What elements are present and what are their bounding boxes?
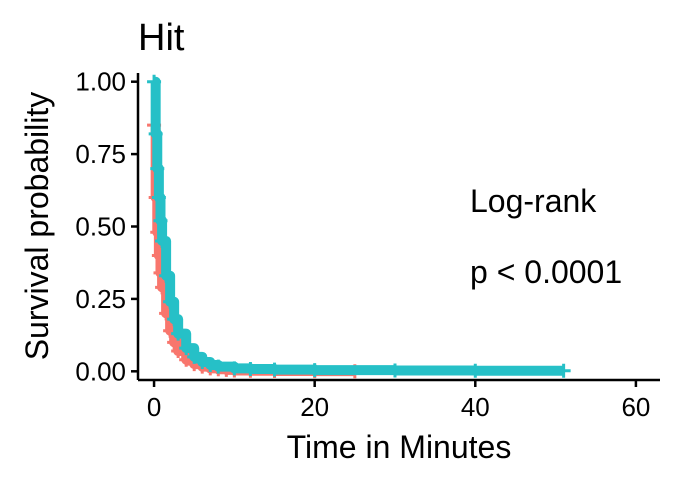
censor-mark (211, 359, 226, 374)
censor-mark (167, 335, 182, 350)
y-tick-label: 0.25 (75, 284, 126, 314)
x-axis-ticks: 0 20 40 60 (147, 380, 650, 422)
chart-title: Hit (138, 17, 185, 59)
x-tick-label: 40 (461, 392, 490, 422)
censor-mark (171, 326, 186, 341)
y-tick-label: 1.00 (75, 67, 126, 97)
censor-mark (195, 355, 210, 370)
x-tick-label: 60 (621, 392, 650, 422)
censor-mark (155, 233, 170, 248)
x-axis-title: Time in Minutes (287, 429, 512, 465)
pvalue-label: p < 0.0001 (470, 254, 622, 290)
censor-mark (243, 361, 258, 376)
plot-area (147, 74, 571, 379)
censor-mark (187, 349, 202, 364)
censor-mark (153, 213, 168, 228)
censor-mark (167, 312, 182, 327)
y-tick-label: 0.50 (75, 212, 126, 242)
x-tick-label: 20 (300, 392, 329, 422)
censor-mark (203, 357, 218, 372)
censor-mark (147, 74, 162, 89)
censor-mark (179, 341, 194, 356)
censor-mark (159, 268, 174, 283)
series-2 (147, 74, 571, 378)
logrank-label: Log-rank (470, 183, 597, 219)
y-tick-label: 0.75 (75, 139, 126, 169)
x-tick-label: 0 (147, 392, 161, 422)
censor-mark (150, 161, 165, 176)
survival-curve (150, 76, 564, 376)
censor-mark (468, 363, 483, 378)
censor-mark (556, 363, 571, 378)
censor-mark (267, 362, 282, 377)
censor-mark (163, 294, 178, 309)
y-axis-ticks: 0.00 0.25 0.50 0.75 1.00 (75, 67, 138, 386)
y-tick-label: 0.00 (75, 356, 126, 386)
censor-mark (151, 190, 166, 205)
y-axis-title: Survival probability (19, 92, 55, 361)
censor-mark (227, 361, 242, 376)
censor-mark (148, 126, 163, 141)
censor-mark (387, 363, 402, 378)
censor-mark (307, 363, 322, 378)
